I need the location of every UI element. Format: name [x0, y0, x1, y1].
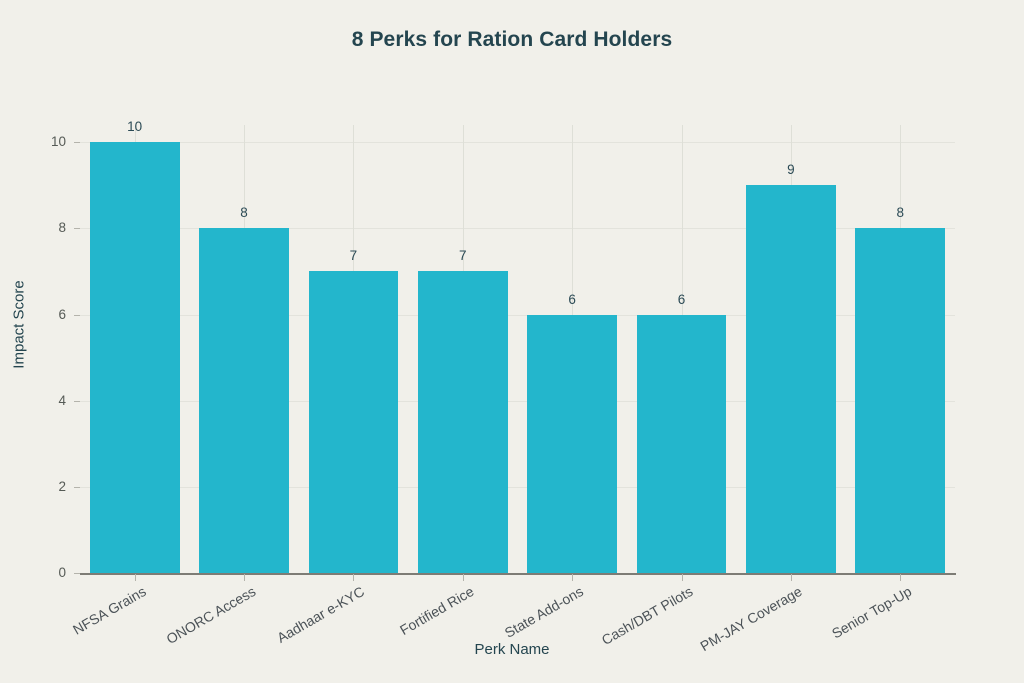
y-tick-label: 4: [58, 392, 66, 408]
plot-area: 10 8 7 7 6 6 9 8: [80, 120, 955, 574]
x-tick-label: Aadhaar e-KYC: [274, 583, 368, 646]
x-tick-label: ONORC Access: [163, 583, 259, 648]
x-tick-label: Cash/DBT Pilots: [598, 583, 696, 649]
x-tick-label: NFSA Grains: [69, 583, 149, 638]
x-tick-mark: [681, 574, 683, 581]
y-tick-label: 8: [58, 220, 66, 236]
bar-value-label: 9: [787, 162, 795, 178]
bar-value-label: 8: [896, 205, 905, 221]
x-tick-mark: [244, 574, 246, 581]
bar-value-label: 8: [240, 205, 248, 221]
x-tick-mark: [462, 574, 464, 581]
x-tick-label: Senior Top-Up: [829, 583, 915, 642]
y-tick-mark: [74, 400, 80, 402]
y-gridline: [80, 314, 955, 316]
bar-senior-top-up[interactable]: [855, 228, 946, 573]
bar-value-label: 6: [568, 291, 576, 307]
y-tick-mark: [74, 142, 80, 144]
y-gridline: [80, 142, 955, 144]
x-axis-line: [80, 573, 956, 575]
x-axis-title: Perk Name: [474, 641, 550, 658]
bar-cash-dbt-pilots[interactable]: [636, 314, 727, 573]
bar-value-label: 10: [127, 119, 143, 135]
x-tick-mark: [353, 574, 355, 581]
bar-onorc-access[interactable]: [199, 228, 289, 573]
y-gridline: [80, 228, 955, 230]
bar-aadhaar-e-kyc[interactable]: [308, 271, 399, 573]
y-gridline: [80, 400, 955, 402]
x-tick-mark: [572, 574, 574, 581]
page-title: 8 Perks for Ration Card Holders: [351, 28, 673, 51]
bar-pm-jay-coverage[interactable]: [746, 185, 836, 573]
x-tick-label: Fortified Rice: [397, 583, 477, 639]
y-tick-label: 10: [50, 134, 66, 150]
x-tick-mark: [134, 574, 136, 581]
y-gridline: [80, 486, 955, 488]
y-tick-mark: [74, 314, 80, 316]
y-tick-mark: [74, 228, 80, 230]
bar-value-label: 7: [459, 248, 467, 264]
x-tick-mark: [900, 574, 902, 581]
y-tick-mark: [74, 573, 80, 574]
x-tick-mark: [790, 574, 792, 581]
y-tick-label: 6: [58, 306, 66, 322]
bar-nfsa-grains[interactable]: [89, 142, 180, 573]
bar-state-add-ons[interactable]: [527, 314, 618, 573]
bar-value-label: 7: [349, 248, 358, 264]
y-tick-label: 2: [58, 478, 66, 494]
y-axis-title: Impact Score: [10, 280, 28, 369]
y-tick-label: 0: [58, 565, 66, 580]
x-tick-label: State Add-ons: [502, 583, 587, 641]
bar-value-label: 6: [677, 291, 686, 307]
y-tick-mark: [74, 486, 80, 488]
bar-fortified-rice[interactable]: [417, 271, 508, 573]
